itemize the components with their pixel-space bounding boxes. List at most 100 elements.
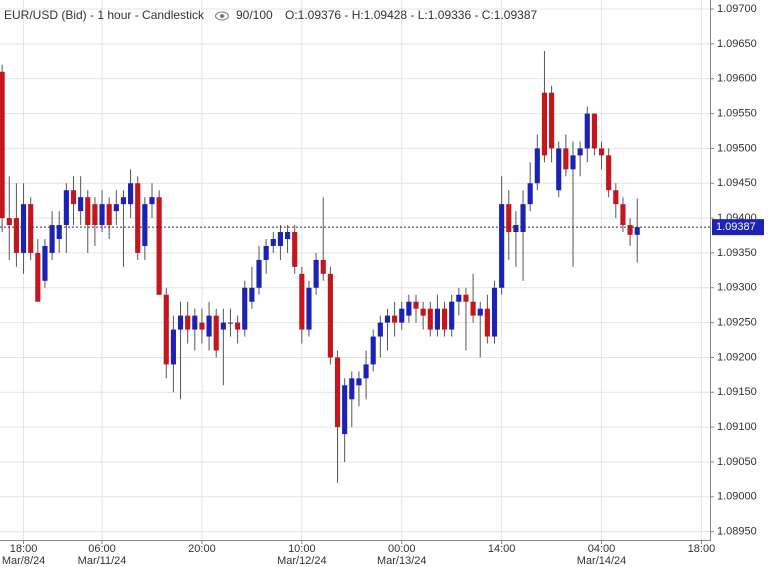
candle-body (156, 197, 162, 295)
last-price-box (712, 219, 764, 236)
candle-body (263, 245, 269, 260)
candle-body (56, 225, 62, 239)
candle-body (456, 294, 462, 302)
plot (0, 50, 640, 483)
candle-body (192, 315, 198, 330)
candle-body (306, 287, 312, 330)
candle-body (441, 308, 448, 330)
chart-title: EUR/USD (Bid) - 1 hour - Candlestick (4, 8, 205, 22)
candle-body (577, 148, 583, 156)
y-tick-label: 1.09700 (717, 3, 757, 15)
candle-body (299, 273, 305, 330)
candle-body (120, 197, 127, 205)
candle-body (420, 308, 426, 316)
candle-body (413, 301, 419, 309)
candle-body (406, 301, 412, 316)
y-tick-label: 1.09300 (717, 282, 757, 294)
x-tick-label: 00:00 (388, 543, 416, 555)
candle-body (613, 190, 619, 205)
candle-body (242, 287, 248, 330)
candle-body (591, 113, 597, 149)
candle-body (42, 245, 48, 281)
candle-body (549, 92, 555, 149)
last-price-label: 1.09387 (716, 221, 756, 233)
x-tick-label: 04:00 (588, 543, 616, 555)
candle-body (377, 322, 383, 337)
candle-body (213, 315, 219, 351)
candle-body (513, 225, 519, 233)
candle-body (598, 148, 605, 156)
candle-body (349, 378, 355, 400)
candle-body (177, 315, 184, 330)
candle-body (520, 204, 526, 233)
candle-body (270, 238, 276, 246)
candle-body (6, 218, 12, 226)
candle-body (35, 252, 41, 302)
candle-body (85, 197, 91, 226)
x-tick-label: 18:00 (688, 543, 716, 555)
candle-body (634, 227, 640, 235)
candle-body (135, 183, 141, 253)
candle-body (620, 204, 626, 226)
candle-body (484, 308, 490, 337)
candle-body (70, 190, 77, 205)
candle-body (363, 364, 369, 379)
candle-body (149, 197, 155, 205)
eye-icon (215, 11, 229, 21)
x-date-label: Mar/13/24 (377, 555, 427, 567)
candle-body (106, 204, 112, 226)
candle-body (384, 315, 391, 323)
y-tick-label: 1.09350 (717, 247, 757, 259)
x-tick-label: 20:00 (188, 543, 216, 555)
candle-body (477, 308, 483, 316)
candle-body (427, 308, 433, 330)
candle-body (277, 232, 284, 246)
x-date-label: Mar/11/24 (78, 555, 127, 567)
candle-body (491, 287, 498, 337)
candle-body (292, 232, 298, 267)
candle-body (163, 294, 169, 365)
candle-body (534, 148, 540, 184)
candle-body (342, 385, 348, 435)
x-date-label: Mar/14/24 (577, 555, 627, 567)
candle-body (449, 301, 455, 330)
candle-body (463, 294, 469, 302)
x-tick-label: 14:00 (488, 543, 516, 555)
candle-body (13, 218, 19, 253)
x-tick-label: 18:00 (10, 543, 38, 555)
candle-body (113, 204, 119, 212)
x-tick-label: 10:00 (288, 543, 316, 555)
candle-body (356, 378, 362, 386)
y-tick-label: 1.09200 (717, 351, 757, 363)
candle-body (627, 225, 633, 235)
candle-body (527, 183, 533, 205)
candle-body (399, 308, 405, 323)
candle-body (128, 183, 134, 205)
candle-body (92, 204, 98, 226)
candle-body (563, 148, 569, 170)
candle-body (541, 92, 548, 156)
candle-body (0, 71, 5, 219)
y-tick-label: 1.09050 (717, 456, 757, 468)
candle-body (313, 259, 319, 288)
x-tick-label: 06:00 (88, 543, 116, 555)
x-date-label: Mar/12/24 (277, 555, 327, 567)
candle-body (28, 204, 34, 253)
y-tick-label: 1.09550 (717, 107, 757, 119)
candle-body (78, 197, 84, 212)
y-tick-label: 1.09100 (717, 421, 757, 433)
candle-body (370, 336, 376, 365)
candle-body (334, 357, 341, 428)
candle-body (556, 148, 562, 191)
candle-body (227, 322, 234, 324)
candle-body (63, 190, 69, 226)
candle-body (170, 329, 176, 365)
y-tick-label: 1.09000 (717, 491, 757, 503)
y-tick-label: 1.09250 (717, 317, 757, 329)
candle-body (49, 225, 55, 253)
candle-body (206, 315, 212, 337)
candle-body (434, 308, 440, 330)
view-count: 90/100 (236, 8, 273, 22)
candle-body (256, 259, 262, 288)
candle-body (220, 322, 226, 330)
